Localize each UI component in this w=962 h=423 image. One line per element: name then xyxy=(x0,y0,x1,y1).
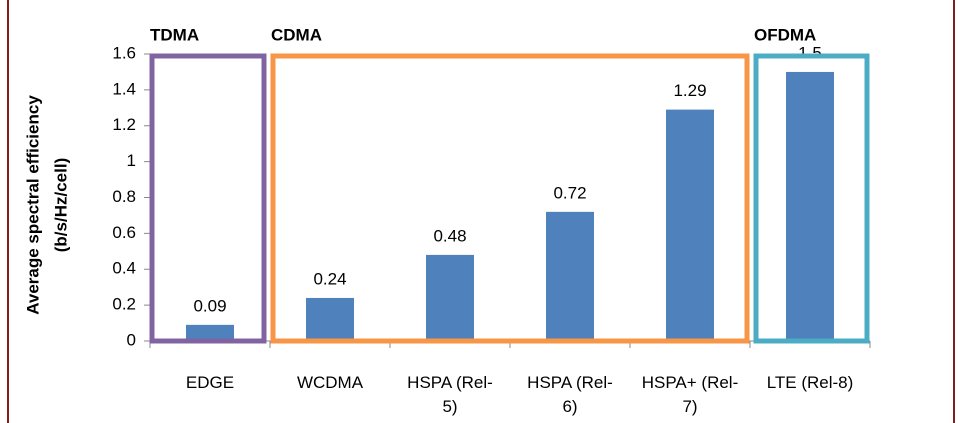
group-box xyxy=(270,53,750,344)
data-label: 0.48 xyxy=(433,226,466,245)
x-tick-label: HSPA+ (Rel-7) xyxy=(641,373,739,416)
y-tick-label: 1.6 xyxy=(112,43,136,62)
data-label: 1.29 xyxy=(673,81,706,100)
y-axis-title: (b/s/Hz/cell) xyxy=(51,158,70,252)
data-label: 1.5 xyxy=(798,43,822,62)
y-tick-label: 1.4 xyxy=(112,79,136,98)
frame xyxy=(7,0,955,423)
y-tick-label: 0.8 xyxy=(112,187,136,206)
x-tick-label: WCDMA xyxy=(296,373,364,392)
x-tick-label: EDGE xyxy=(185,373,235,392)
y-tick-label: 1 xyxy=(127,151,136,170)
y-axis-title: Average spectral efficiency xyxy=(23,95,42,315)
group-box xyxy=(149,53,267,344)
group-label: CDMA xyxy=(271,25,322,44)
x-tick-label: HSPA (Rel-5) xyxy=(407,373,493,416)
bar xyxy=(546,211,594,341)
x-tick-label: LTE (Rel-8) xyxy=(766,373,854,392)
y-tick-label: 0.2 xyxy=(112,295,136,314)
bar xyxy=(666,109,714,341)
bar xyxy=(786,71,834,341)
data-label: 0.24 xyxy=(313,269,346,288)
y-tick-label: 0.6 xyxy=(112,223,136,242)
group-label: TDMA xyxy=(150,25,199,44)
y-tick-label: 0 xyxy=(127,330,136,349)
y-tick-label: 1.2 xyxy=(112,115,136,134)
y-tick-label: 0.4 xyxy=(112,259,136,278)
bar xyxy=(306,297,354,341)
bar xyxy=(426,254,474,341)
x-tick-label: HSPA (Rel-6) xyxy=(527,373,613,416)
data-label: 0.72 xyxy=(553,183,586,202)
group-label: OFDMA xyxy=(754,25,816,44)
bar xyxy=(186,324,234,341)
data-label: 0.09 xyxy=(193,296,226,315)
group-box xyxy=(753,53,870,344)
